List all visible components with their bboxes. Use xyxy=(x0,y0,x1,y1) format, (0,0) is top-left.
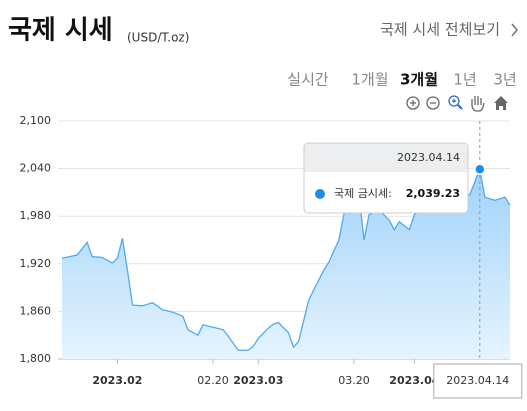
zoom-select[interactable] xyxy=(448,95,463,110)
tab[interactable]: 3년 xyxy=(493,71,516,89)
tooltip-series: 국제 금시세: xyxy=(334,187,392,200)
unit: (USD/T.oz) xyxy=(127,31,189,45)
x-tick-label: 03.20 xyxy=(338,374,370,387)
pan[interactable] xyxy=(471,96,485,112)
plot-area: 1,800 1,860 1,920 1,980 2,040 2,100 2023.02 02.… xyxy=(20,114,523,399)
area-fill xyxy=(62,169,510,359)
chevron[interactable] xyxy=(511,23,518,37)
tooltip-header xyxy=(304,143,468,172)
hover-point xyxy=(474,163,486,175)
zoom-out[interactable] xyxy=(426,96,440,110)
toolbar xyxy=(406,95,508,112)
y-tick-label: 2,040 xyxy=(20,162,52,175)
tabs: 실시간 1개월 3개월 1년 3년 xyxy=(287,71,516,89)
x-tick-label: 2023.02 xyxy=(92,374,142,387)
tooltip-value: 2,039.23 xyxy=(406,187,460,200)
tooltip-date: 2023.04.14 xyxy=(397,151,460,164)
tab[interactable]: 실시간 xyxy=(287,71,329,89)
tab[interactable]: 1년 xyxy=(453,71,476,89)
tooltip-swatch xyxy=(315,189,325,199)
title: 국제 시세 xyxy=(8,16,113,46)
reset[interactable] xyxy=(494,96,508,110)
y-tick-label: 2,100 xyxy=(20,114,52,127)
tab[interactable]: 3개월 xyxy=(400,71,438,89)
y-tick-label: 1,980 xyxy=(20,209,52,222)
y-tick-label: 1,800 xyxy=(20,352,52,365)
y-tick-label: 1,860 xyxy=(20,304,52,317)
zoom-in[interactable] xyxy=(406,96,420,110)
x-tick-label: 02.20 xyxy=(197,374,229,387)
x-hover-box xyxy=(433,363,523,399)
tab[interactable]: 1개월 xyxy=(351,71,388,89)
y-tick-label: 1,920 xyxy=(20,257,52,270)
x-tick-label: 2023.04 xyxy=(389,374,439,387)
x-hover-label: 2023.04.14 xyxy=(446,374,509,387)
x-tick-label: 2023.03 xyxy=(233,374,283,387)
view-all-link[interactable]: 국제 시세 전체보기 xyxy=(380,21,500,39)
